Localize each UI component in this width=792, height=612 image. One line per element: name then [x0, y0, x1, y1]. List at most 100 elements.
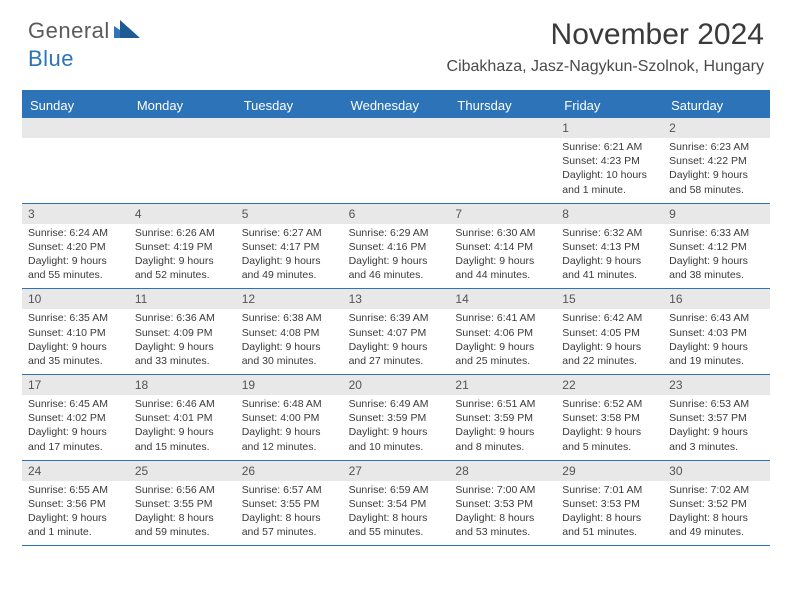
sunrise-text: Sunrise: 6:51 AM [455, 397, 550, 411]
sunrise-text: Sunrise: 6:24 AM [28, 226, 123, 240]
weekday-thu: Thursday [449, 93, 556, 118]
logo: General [28, 18, 142, 44]
sunrise-text: Sunrise: 6:29 AM [349, 226, 444, 240]
sunset-text: Sunset: 4:12 PM [669, 240, 764, 254]
sunset-text: Sunset: 4:10 PM [28, 326, 123, 340]
day-number: 18 [129, 375, 236, 395]
day-number: 19 [236, 375, 343, 395]
day-cell: Sunrise: 6:33 AMSunset: 4:12 PMDaylight:… [663, 224, 770, 289]
title-block: November 2024 Cibakhaza, Jasz-Nagykun-Sz… [447, 18, 764, 76]
day-number: 28 [449, 461, 556, 481]
sunrise-text: Sunrise: 6:57 AM [242, 483, 337, 497]
day-cell: Sunrise: 6:26 AMSunset: 4:19 PMDaylight:… [129, 224, 236, 289]
sunset-text: Sunset: 4:07 PM [349, 326, 444, 340]
day-number: 8 [556, 204, 663, 224]
weeks-container: 12Sunrise: 6:21 AMSunset: 4:23 PMDayligh… [22, 118, 770, 546]
daylight-text: Daylight: 9 hours and 38 minutes. [669, 254, 764, 282]
day-number: 14 [449, 289, 556, 309]
day-number: 30 [663, 461, 770, 481]
sunset-text: Sunset: 4:03 PM [669, 326, 764, 340]
calendar-week: 3456789Sunrise: 6:24 AMSunset: 4:20 PMDa… [22, 204, 770, 290]
calendar-week: 24252627282930Sunrise: 6:55 AMSunset: 3:… [22, 461, 770, 547]
daylight-text: Daylight: 8 hours and 53 minutes. [455, 511, 550, 539]
day-cell: Sunrise: 6:23 AMSunset: 4:22 PMDaylight:… [663, 138, 770, 203]
logo-text-general: General [28, 18, 110, 44]
day-cell: Sunrise: 6:42 AMSunset: 4:05 PMDaylight:… [556, 309, 663, 374]
day-cell: Sunrise: 6:55 AMSunset: 3:56 PMDaylight:… [22, 481, 129, 546]
day-number: 13 [343, 289, 450, 309]
day-cell: Sunrise: 6:39 AMSunset: 4:07 PMDaylight:… [343, 309, 450, 374]
header: General November 2024 Cibakhaza, Jasz-Na… [0, 0, 792, 82]
day-number: 1 [556, 118, 663, 138]
day-number: 21 [449, 375, 556, 395]
sunset-text: Sunset: 4:00 PM [242, 411, 337, 425]
day-number: 5 [236, 204, 343, 224]
day-number [236, 118, 343, 138]
sunrise-text: Sunrise: 6:52 AM [562, 397, 657, 411]
daylight-text: Daylight: 8 hours and 51 minutes. [562, 511, 657, 539]
day-number: 9 [663, 204, 770, 224]
sunset-text: Sunset: 4:16 PM [349, 240, 444, 254]
daylight-text: Daylight: 9 hours and 35 minutes. [28, 340, 123, 368]
day-cell: Sunrise: 6:27 AMSunset: 4:17 PMDaylight:… [236, 224, 343, 289]
sunset-text: Sunset: 3:59 PM [455, 411, 550, 425]
logo-text-blue: Blue [28, 46, 74, 71]
sunrise-text: Sunrise: 6:26 AM [135, 226, 230, 240]
day-cell: Sunrise: 7:00 AMSunset: 3:53 PMDaylight:… [449, 481, 556, 546]
weekday-header-row: Sunday Monday Tuesday Wednesday Thursday… [22, 93, 770, 118]
daylight-text: Daylight: 9 hours and 15 minutes. [135, 425, 230, 453]
sunset-text: Sunset: 4:02 PM [28, 411, 123, 425]
sunset-text: Sunset: 3:54 PM [349, 497, 444, 511]
sunrise-text: Sunrise: 6:38 AM [242, 311, 337, 325]
day-number: 12 [236, 289, 343, 309]
sunset-text: Sunset: 3:57 PM [669, 411, 764, 425]
sunrise-text: Sunrise: 6:23 AM [669, 140, 764, 154]
day-number: 29 [556, 461, 663, 481]
sunset-text: Sunset: 3:59 PM [349, 411, 444, 425]
sunrise-text: Sunrise: 7:02 AM [669, 483, 764, 497]
day-number: 23 [663, 375, 770, 395]
sunset-text: Sunset: 3:56 PM [28, 497, 123, 511]
daylight-text: Daylight: 9 hours and 46 minutes. [349, 254, 444, 282]
daylight-text: Daylight: 8 hours and 55 minutes. [349, 511, 444, 539]
day-cell: Sunrise: 6:36 AMSunset: 4:09 PMDaylight:… [129, 309, 236, 374]
day-cell: Sunrise: 6:49 AMSunset: 3:59 PMDaylight:… [343, 395, 450, 460]
day-cell: Sunrise: 6:52 AMSunset: 3:58 PMDaylight:… [556, 395, 663, 460]
daylight-text: Daylight: 9 hours and 44 minutes. [455, 254, 550, 282]
day-cell: Sunrise: 7:01 AMSunset: 3:53 PMDaylight:… [556, 481, 663, 546]
sunrise-text: Sunrise: 6:48 AM [242, 397, 337, 411]
sunrise-text: Sunrise: 6:53 AM [669, 397, 764, 411]
calendar-week: 17181920212223Sunrise: 6:45 AMSunset: 4:… [22, 375, 770, 461]
daylight-text: Daylight: 9 hours and 22 minutes. [562, 340, 657, 368]
calendar-week: 12Sunrise: 6:21 AMSunset: 4:23 PMDayligh… [22, 118, 770, 204]
sunset-text: Sunset: 4:13 PM [562, 240, 657, 254]
daylight-text: Daylight: 9 hours and 1 minute. [28, 511, 123, 539]
day-number: 22 [556, 375, 663, 395]
day-cell: Sunrise: 6:41 AMSunset: 4:06 PMDaylight:… [449, 309, 556, 374]
daylight-text: Daylight: 9 hours and 49 minutes. [242, 254, 337, 282]
day-number: 2 [663, 118, 770, 138]
weekday-fri: Friday [556, 93, 663, 118]
day-number: 24 [22, 461, 129, 481]
day-number: 15 [556, 289, 663, 309]
daylight-text: Daylight: 9 hours and 55 minutes. [28, 254, 123, 282]
daylight-text: Daylight: 9 hours and 19 minutes. [669, 340, 764, 368]
sunset-text: Sunset: 4:20 PM [28, 240, 123, 254]
sunset-text: Sunset: 4:01 PM [135, 411, 230, 425]
weekday-tue: Tuesday [236, 93, 343, 118]
day-cell: Sunrise: 6:24 AMSunset: 4:20 PMDaylight:… [22, 224, 129, 289]
daylight-text: Daylight: 8 hours and 57 minutes. [242, 511, 337, 539]
month-title: November 2024 [447, 18, 764, 52]
day-cell: Sunrise: 6:21 AMSunset: 4:23 PMDaylight:… [556, 138, 663, 203]
day-number: 26 [236, 461, 343, 481]
logo-triangle-icon [114, 20, 140, 43]
sunset-text: Sunset: 4:23 PM [562, 154, 657, 168]
daylight-text: Daylight: 8 hours and 49 minutes. [669, 511, 764, 539]
day-cell: Sunrise: 7:02 AMSunset: 3:52 PMDaylight:… [663, 481, 770, 546]
sunrise-text: Sunrise: 6:30 AM [455, 226, 550, 240]
day-cell: Sunrise: 6:48 AMSunset: 4:00 PMDaylight:… [236, 395, 343, 460]
daylight-text: Daylight: 9 hours and 10 minutes. [349, 425, 444, 453]
daylight-text: Daylight: 9 hours and 3 minutes. [669, 425, 764, 453]
sunrise-text: Sunrise: 6:45 AM [28, 397, 123, 411]
sunrise-text: Sunrise: 6:46 AM [135, 397, 230, 411]
